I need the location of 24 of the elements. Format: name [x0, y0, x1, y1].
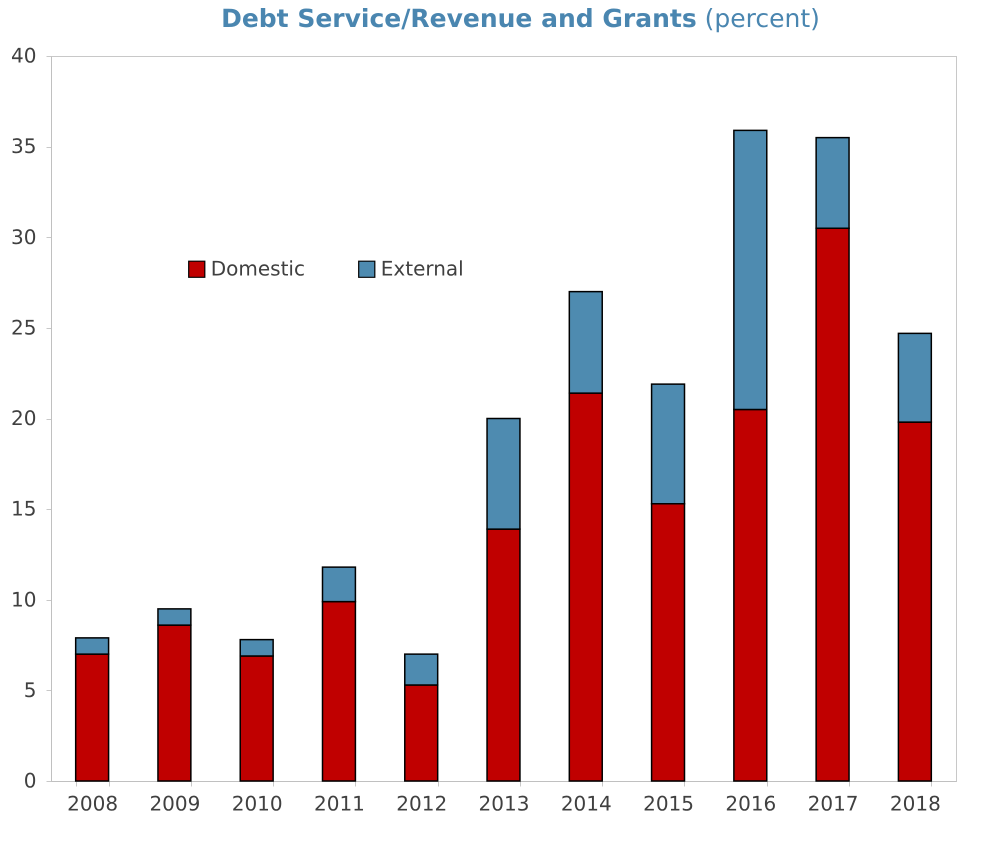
x-tick-label: 2011: [314, 792, 365, 816]
legend-label: External: [380, 256, 464, 280]
y-tick-label: 0: [24, 768, 36, 792]
x-tick-label: 2009: [149, 792, 200, 816]
y-tick-label: 10: [11, 587, 36, 612]
y-tick-label: 20: [11, 406, 36, 430]
chart-subtitle: (percent): [704, 4, 820, 33]
y-tick-label: 5: [24, 678, 36, 702]
x-tick-label: 2015: [643, 792, 694, 816]
y-tick-label: 35: [11, 134, 36, 158]
x-tick-label: 2008: [67, 792, 118, 816]
y-tick-label: 30: [11, 224, 36, 249]
legend-label: Domestic: [210, 256, 305, 280]
x-tick-label: 2010: [232, 792, 283, 816]
x-tick-label: 2017: [808, 792, 859, 816]
chart-title: Debt Service/Revenue and Grants: [221, 4, 697, 33]
y-tick-label: 25: [11, 315, 36, 340]
x-tick-label: 2014: [560, 792, 612, 816]
x-tick-label: 2012: [396, 792, 448, 816]
y-tick-label: 15: [11, 496, 36, 521]
x-tick-label: 2016: [725, 792, 776, 816]
x-tick-label: 2018: [890, 792, 941, 816]
x-tick-label: 2013: [478, 792, 530, 816]
y-tick-label: 40: [11, 44, 36, 68]
